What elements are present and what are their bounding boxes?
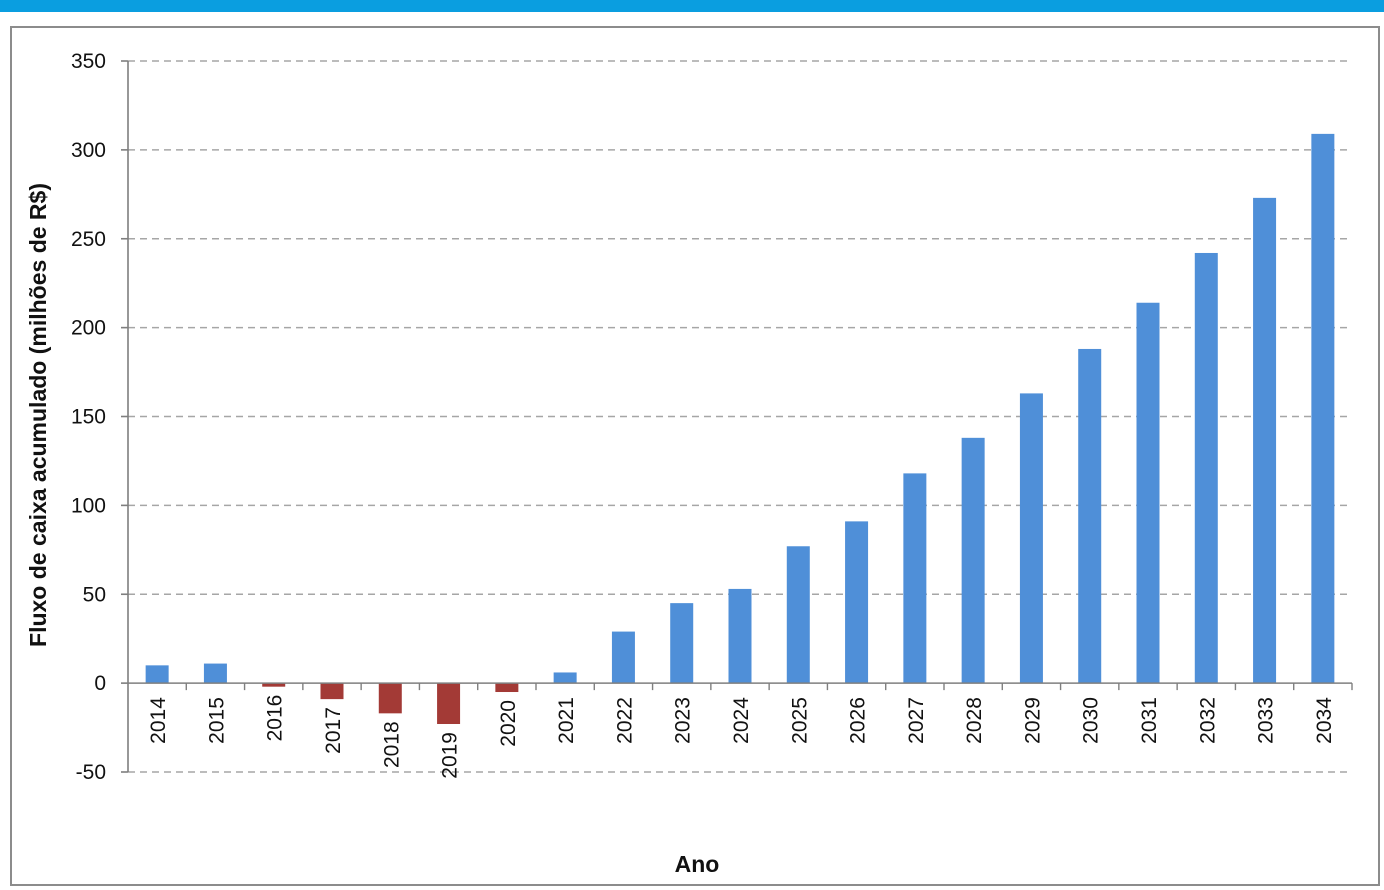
x-axis-title: Ano [675, 851, 720, 877]
bar [262, 683, 286, 687]
axes [121, 60, 1353, 773]
bar [611, 631, 635, 684]
bar [1136, 302, 1160, 684]
top-color-band [0, 0, 1384, 12]
bars [145, 133, 1335, 725]
bar [670, 603, 694, 684]
x-tick-label: 2024 [730, 697, 753, 744]
bar [1078, 348, 1102, 684]
bar [553, 672, 577, 684]
y-tick-label: 100 [71, 494, 106, 517]
x-tick-label: 2021 [555, 697, 578, 744]
x-tick-label: 2026 [847, 697, 870, 744]
y-tick-labels: 350 300 250 200 150 100 50 0 -50 [71, 50, 106, 784]
y-tick-label: 350 [71, 50, 106, 73]
bar [1311, 133, 1335, 684]
y-axis-title: Fluxo de caixa acumulado (milhões de R$) [25, 183, 51, 647]
bar [320, 683, 344, 700]
x-tick-labels: 2014 2015 2016 2017 2018 2019 2020 2021 2022 2023… [147, 695, 1336, 779]
x-tick-label: 2018 [380, 721, 403, 768]
x-tick-label: 2019 [439, 732, 462, 779]
bar [786, 546, 810, 684]
y-tick-label: -50 [76, 761, 106, 784]
bar [1019, 393, 1043, 684]
x-tick-label: 2014 [147, 697, 170, 744]
x-tick-label: 2030 [1080, 697, 1103, 744]
bar [961, 437, 985, 684]
bar [378, 683, 402, 714]
bar [203, 663, 227, 684]
x-tick-label: 2022 [613, 697, 636, 744]
x-tick-label: 2025 [788, 697, 811, 744]
y-tick-label: 150 [71, 406, 106, 429]
bar [145, 665, 169, 684]
x-tick-label: 2016 [264, 695, 287, 742]
x-tick-label: 2027 [905, 697, 928, 744]
bar [437, 683, 461, 725]
x-tick-label: 2034 [1313, 697, 1336, 744]
bar [1194, 252, 1218, 684]
bar [728, 588, 752, 684]
y-tick-label: 0 [94, 672, 106, 695]
y-tick-label: 300 [71, 139, 106, 162]
y-tick-label: 50 [83, 583, 106, 606]
bar [903, 473, 927, 684]
x-tick-label: 2020 [497, 700, 520, 747]
y-tick-label: 250 [71, 228, 106, 251]
bar [1253, 197, 1277, 684]
x-tick-label: 2015 [205, 697, 228, 744]
x-tick-label: 2028 [963, 697, 986, 744]
x-tick-label: 2029 [1021, 697, 1044, 744]
y-tick-label: 200 [71, 317, 106, 340]
x-tick-label: 2031 [1138, 697, 1161, 744]
x-tick-label: 2017 [322, 707, 345, 754]
x-tick-label: 2033 [1255, 697, 1278, 744]
bar [845, 521, 869, 684]
x-tick-label: 2032 [1196, 697, 1219, 744]
x-tick-label: 2023 [672, 697, 695, 744]
bar [495, 683, 519, 693]
